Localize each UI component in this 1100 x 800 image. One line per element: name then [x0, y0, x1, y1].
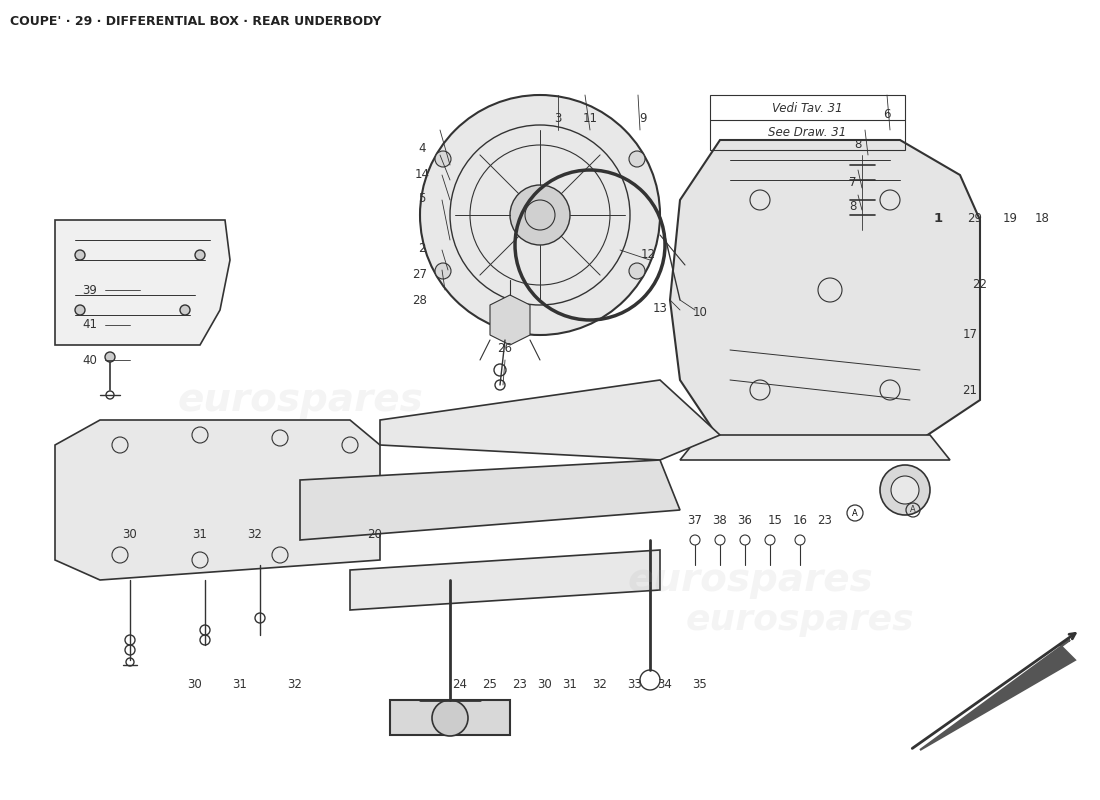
Text: 20: 20 [367, 529, 383, 542]
Polygon shape [670, 140, 980, 440]
Polygon shape [680, 435, 950, 460]
Polygon shape [390, 700, 510, 735]
Text: 9: 9 [639, 111, 647, 125]
Text: 13: 13 [652, 302, 668, 314]
Text: 23: 23 [513, 678, 527, 691]
Text: 32: 32 [593, 678, 607, 691]
Circle shape [180, 305, 190, 315]
Text: 12: 12 [640, 249, 656, 262]
Text: 19: 19 [1002, 211, 1018, 225]
Text: 4: 4 [418, 142, 426, 154]
Text: 39: 39 [82, 283, 98, 297]
Polygon shape [920, 640, 1075, 750]
Text: 41: 41 [82, 318, 98, 331]
Circle shape [510, 185, 570, 245]
Text: 27: 27 [412, 269, 428, 282]
Text: 1: 1 [934, 211, 943, 225]
Circle shape [434, 151, 451, 167]
Text: 33: 33 [628, 678, 642, 691]
Text: 32: 32 [287, 678, 303, 691]
Text: 3: 3 [554, 111, 562, 125]
Text: 16: 16 [792, 514, 807, 526]
Circle shape [195, 250, 205, 260]
Circle shape [629, 263, 645, 279]
Text: 21: 21 [962, 383, 978, 397]
Text: 30: 30 [188, 678, 202, 691]
Circle shape [434, 263, 451, 279]
Text: A: A [910, 506, 916, 514]
Text: 29: 29 [968, 211, 982, 225]
Bar [710, 95, 905, 150]
Polygon shape [55, 220, 230, 345]
Circle shape [629, 151, 645, 167]
Text: 15: 15 [768, 514, 782, 526]
Text: 24: 24 [452, 678, 468, 691]
Text: eurospares: eurospares [177, 381, 422, 419]
Circle shape [420, 95, 660, 335]
Text: 8: 8 [855, 138, 861, 151]
Polygon shape [350, 550, 660, 610]
Text: 30: 30 [122, 529, 138, 542]
Text: COUPE' · 29 · DIFFERENTIAL BOX · REAR UNDERBODY: COUPE' · 29 · DIFFERENTIAL BOX · REAR UN… [10, 15, 382, 28]
Text: See Draw. 31: See Draw. 31 [768, 126, 846, 139]
Text: 17: 17 [962, 329, 978, 342]
Text: 5: 5 [418, 191, 426, 205]
Text: 36: 36 [738, 514, 752, 526]
Circle shape [891, 476, 918, 504]
Text: 40: 40 [82, 354, 98, 366]
Text: 6: 6 [883, 109, 891, 122]
Text: Vedi Tav. 31: Vedi Tav. 31 [772, 102, 843, 114]
Polygon shape [490, 295, 530, 345]
Polygon shape [379, 380, 720, 460]
Text: 14: 14 [415, 169, 429, 182]
Text: 32: 32 [248, 529, 263, 542]
Text: 31: 31 [562, 678, 578, 691]
Text: eurospares: eurospares [627, 561, 873, 599]
Text: 38: 38 [713, 514, 727, 526]
Text: 2: 2 [418, 242, 426, 254]
Polygon shape [55, 420, 380, 580]
Circle shape [104, 352, 116, 362]
Text: 31: 31 [192, 529, 208, 542]
Circle shape [880, 465, 929, 515]
Text: 22: 22 [972, 278, 988, 291]
Text: 34: 34 [658, 678, 672, 691]
Text: 28: 28 [412, 294, 428, 306]
Text: A: A [852, 509, 858, 518]
Text: 37: 37 [688, 514, 703, 526]
Text: 30: 30 [538, 678, 552, 691]
Text: 7: 7 [849, 177, 857, 190]
Text: 26: 26 [497, 342, 513, 354]
Circle shape [75, 305, 85, 315]
Text: 8: 8 [849, 201, 857, 214]
Text: 11: 11 [583, 111, 597, 125]
Polygon shape [300, 460, 680, 540]
Circle shape [75, 250, 85, 260]
Text: 31: 31 [232, 678, 248, 691]
Circle shape [432, 700, 468, 736]
Text: 10: 10 [693, 306, 707, 318]
Text: 35: 35 [693, 678, 707, 691]
Text: 23: 23 [817, 514, 833, 526]
Text: 18: 18 [1035, 211, 1049, 225]
Text: 25: 25 [483, 678, 497, 691]
Text: eurospares: eurospares [685, 603, 914, 637]
